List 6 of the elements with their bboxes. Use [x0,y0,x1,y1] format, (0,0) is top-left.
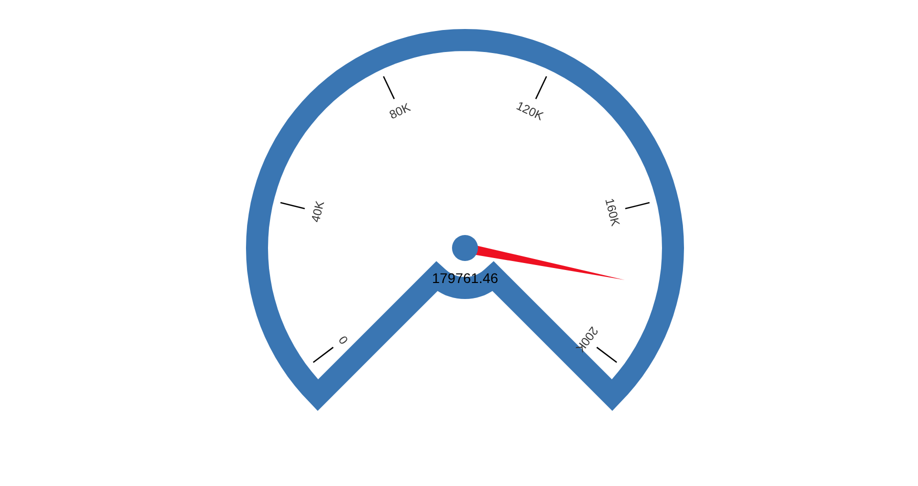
text: 80K [387,100,412,122]
data-label: 179761.46 [432,270,498,286]
text: 0 [336,332,351,347]
text: 120K [514,98,546,124]
text: 160K [602,196,623,228]
text: 40K [308,199,328,224]
